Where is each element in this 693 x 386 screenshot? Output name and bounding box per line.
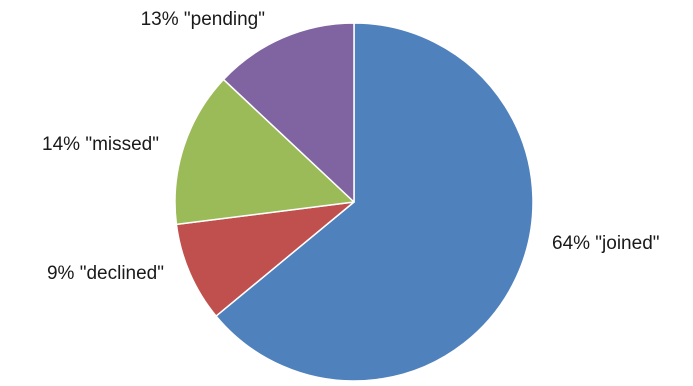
pie-labels: 64% "joined" 9% "declined" 14% "missed" … [42, 9, 660, 284]
pie-slices [174, 22, 534, 382]
pie-slice-joined [215, 22, 534, 382]
slice-label-joined: 64% "joined" [552, 233, 660, 254]
pie-slice-declined [175, 201, 355, 317]
pie-slice-pending [222, 22, 355, 203]
slice-label-missed: 14% "missed" [42, 134, 159, 155]
pie-slice-missed [174, 78, 355, 226]
slice-label-pending: 13% "pending" [141, 9, 265, 30]
slice-label-declined: 9% "declined" [47, 263, 164, 284]
